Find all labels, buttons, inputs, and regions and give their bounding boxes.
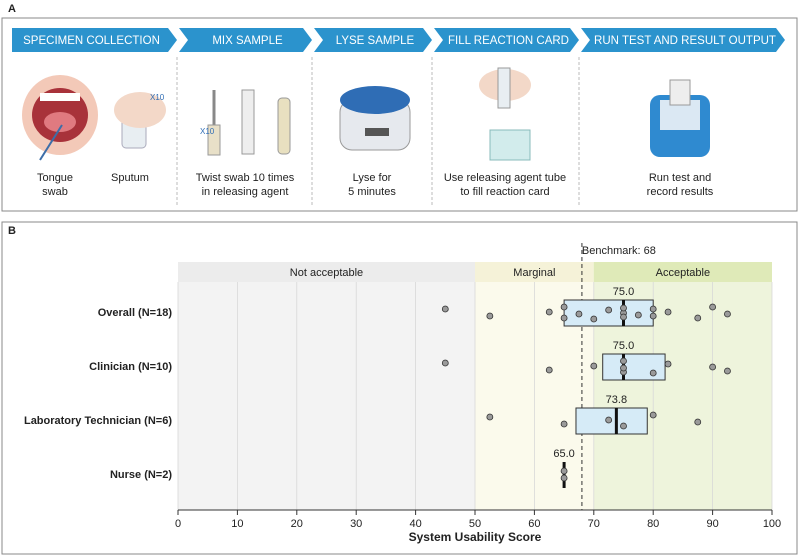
step-caption: Tongue xyxy=(37,172,73,184)
panel-label: B xyxy=(8,225,16,237)
step-caption: 5 minutes xyxy=(348,186,396,198)
point xyxy=(560,314,568,322)
point xyxy=(724,367,731,375)
zone-label: Marginal xyxy=(513,267,555,279)
point xyxy=(620,313,627,321)
step-caption: in releasing agent xyxy=(202,186,289,198)
point xyxy=(560,467,568,475)
step-title: FILL REACTION CARD xyxy=(448,35,569,47)
step-caption: Lyse for xyxy=(353,172,392,184)
step-arrow xyxy=(179,28,312,52)
point xyxy=(590,315,598,323)
category-label: Overall (N=18) xyxy=(98,307,173,319)
point xyxy=(620,304,627,312)
category-label: Nurse (N=2) xyxy=(110,469,172,481)
step-caption: to fill reaction card xyxy=(460,186,549,198)
x-tick-label: 80 xyxy=(647,518,659,530)
step-caption: Sputum xyxy=(111,172,149,184)
step-title: SPECIMEN COLLECTION xyxy=(23,35,160,47)
box xyxy=(602,353,666,381)
illustrations xyxy=(22,67,710,161)
step-title: RUN TEST AND RESULT OUTPUT xyxy=(594,35,776,47)
median-label: 75.0 xyxy=(613,340,634,352)
repeat-mark: X10 xyxy=(150,93,165,102)
point xyxy=(620,422,627,430)
point xyxy=(649,312,657,320)
point xyxy=(545,308,553,316)
x-tick-label: 90 xyxy=(706,518,718,530)
point xyxy=(545,366,553,374)
step-arrow xyxy=(434,28,579,52)
point xyxy=(709,363,716,371)
median-label: 65.0 xyxy=(553,448,574,460)
point xyxy=(605,306,613,314)
point xyxy=(664,308,672,316)
point xyxy=(709,303,716,311)
point xyxy=(605,416,613,424)
zone-header xyxy=(475,262,594,282)
point xyxy=(441,359,449,367)
point xyxy=(560,474,568,482)
zone xyxy=(593,262,772,510)
point xyxy=(649,369,657,377)
x-tick-label: 20 xyxy=(291,518,303,530)
repeat-mark: X10 xyxy=(200,127,215,136)
step-caption: swab xyxy=(42,186,68,198)
point xyxy=(694,418,702,426)
x-tick-label: 10 xyxy=(231,518,243,530)
point xyxy=(694,314,702,322)
category-label: Laboratory Technician (N=6) xyxy=(24,415,172,427)
zone-header xyxy=(593,262,772,282)
x-tick-label: 100 xyxy=(763,518,781,530)
point xyxy=(575,310,583,318)
point xyxy=(560,303,568,311)
point xyxy=(441,305,449,313)
zone-label: Acceptable xyxy=(656,267,710,279)
median-label: 73.8 xyxy=(606,394,627,406)
point xyxy=(560,420,568,428)
x-tick-label: 40 xyxy=(409,518,421,530)
zone xyxy=(178,262,475,510)
step-title: MIX SAMPLE xyxy=(212,35,283,47)
point xyxy=(590,362,598,370)
point xyxy=(620,357,627,365)
point xyxy=(664,360,672,368)
category-label: Clinician (N=10) xyxy=(89,361,172,373)
point xyxy=(486,413,494,421)
step-arrow xyxy=(314,28,432,52)
point xyxy=(620,364,627,372)
point xyxy=(724,310,731,318)
median-label: 75.0 xyxy=(613,286,634,298)
step-title: LYSE SAMPLE xyxy=(336,35,415,47)
x-tick-label: 70 xyxy=(588,518,600,530)
zone-header xyxy=(178,262,475,282)
x-tick-label: 50 xyxy=(469,518,481,530)
point xyxy=(634,311,642,319)
point xyxy=(649,411,657,419)
step-caption: Use releasing agent tube xyxy=(444,172,566,184)
point xyxy=(486,312,494,320)
step-caption: record results xyxy=(647,186,714,198)
step-caption: Twist swab 10 times xyxy=(196,172,295,184)
x-axis-title: System Usability Score xyxy=(409,530,542,544)
x-tick-label: 60 xyxy=(528,518,540,530)
panel-label: A xyxy=(8,3,16,15)
x-tick-label: 30 xyxy=(350,518,362,530)
point xyxy=(649,305,657,313)
zone-label: Not acceptable xyxy=(290,267,363,279)
x-tick-label: 0 xyxy=(175,518,181,530)
step-caption: Run test and xyxy=(649,172,711,184)
step-arrow xyxy=(12,28,177,52)
step-arrow xyxy=(581,28,785,52)
benchmark-label: Benchmark: 68 xyxy=(582,245,656,257)
